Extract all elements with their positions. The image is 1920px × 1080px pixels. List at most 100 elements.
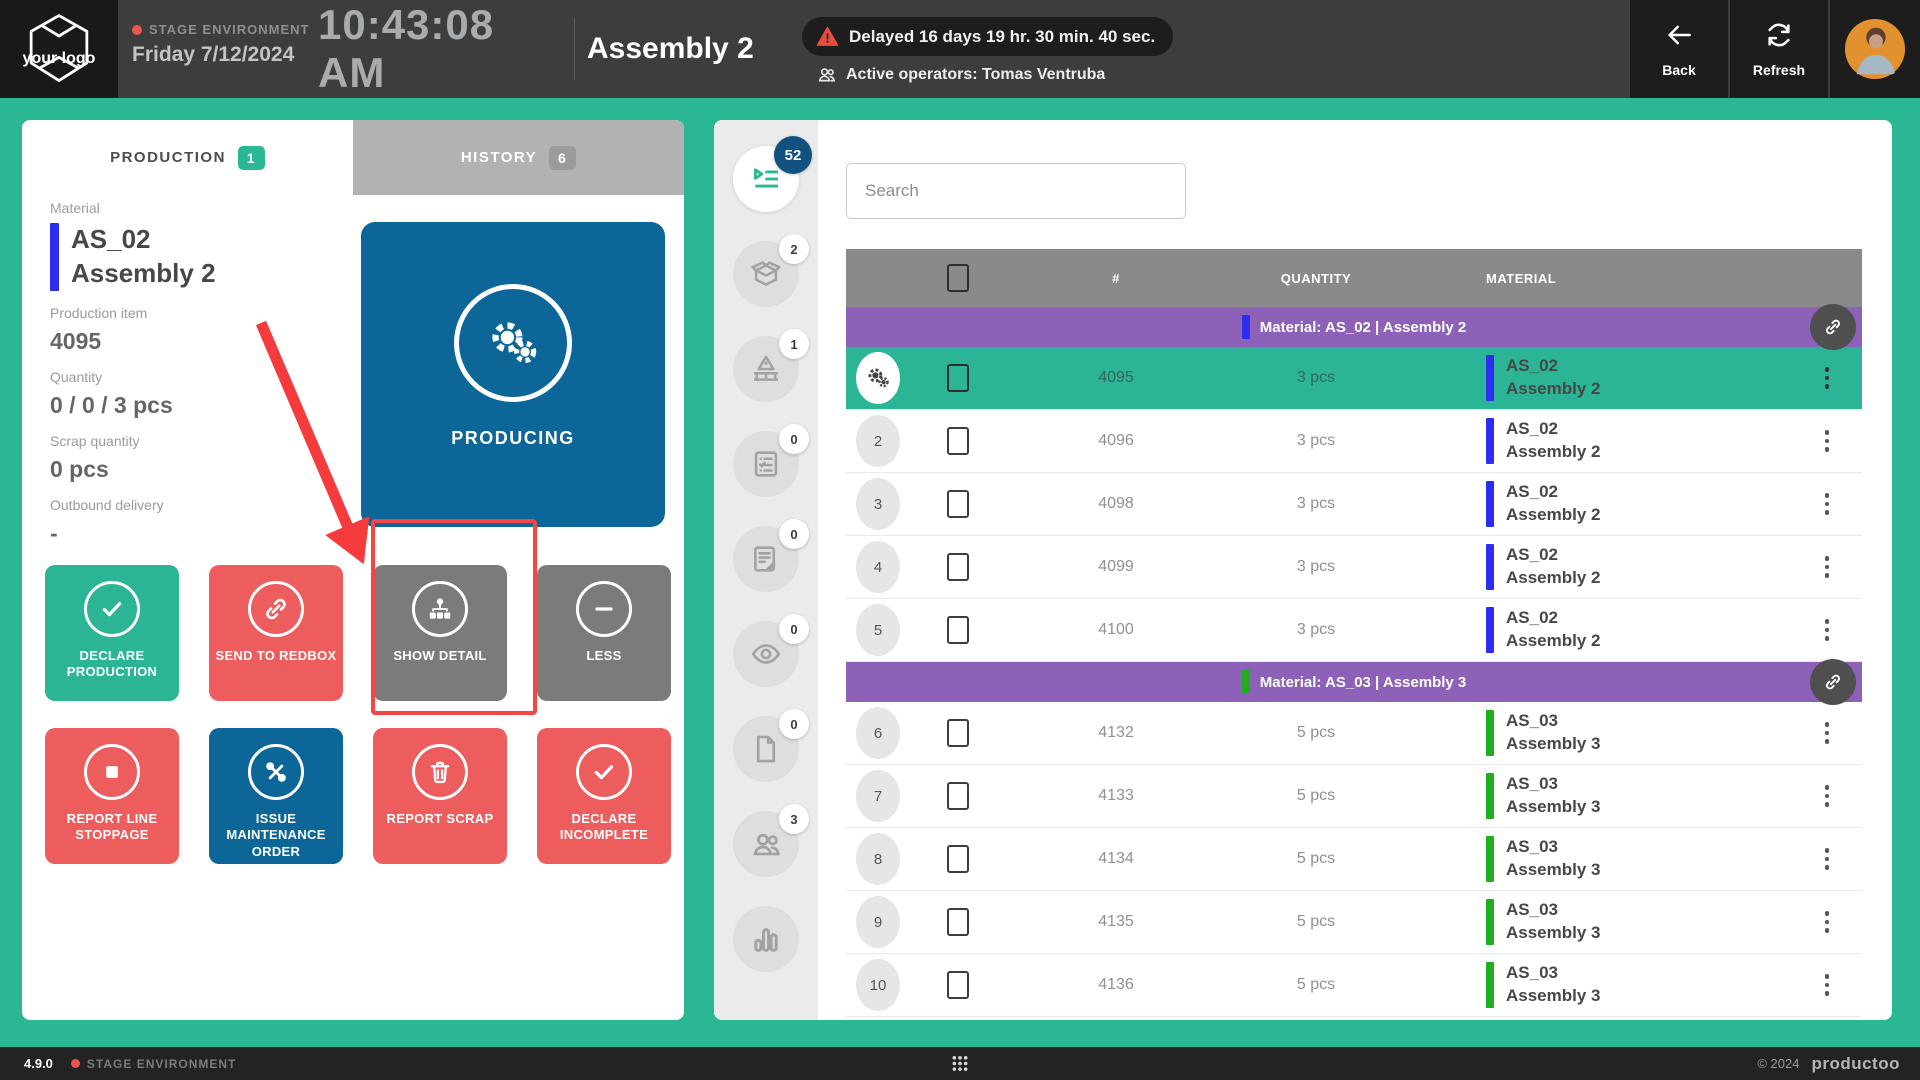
row-checkbox[interactable] [947, 490, 969, 518]
row-item-number: 4099 [1098, 558, 1134, 575]
hexagon-logo-icon [29, 14, 89, 82]
row-index-bubble: 9 [856, 896, 900, 948]
row-item-number: 4098 [1098, 495, 1134, 512]
row-menu-button[interactable] [1819, 361, 1836, 395]
tab-history[interactable]: HISTORY 6 [353, 120, 684, 195]
declare-incomplete-button[interactable]: DECLARE INCOMPLETE [537, 728, 671, 864]
issue-maintenance-order-button[interactable]: ISSUE MAINTENANCE ORDER [209, 728, 343, 864]
row-menu-button[interactable] [1819, 716, 1836, 750]
action-button-grid: DECLARE PRODUCTION SEND TO REDBOX SHOW D… [45, 519, 671, 864]
status-block: Delayed 16 days 19 hr. 30 min. 40 sec. A… [802, 13, 1174, 85]
row-material-code: AS_03 [1506, 837, 1558, 857]
tab-production[interactable]: PRODUCTION 1 [22, 120, 353, 195]
row-menu-button[interactable] [1819, 613, 1836, 647]
producing-status-tile[interactable]: PRODUCING [361, 222, 665, 527]
row-menu-button[interactable] [1819, 424, 1836, 458]
row-material-code: AS_03 [1506, 711, 1558, 731]
row-checkbox[interactable] [947, 427, 969, 455]
refresh-button[interactable]: Refresh [1730, 0, 1828, 98]
row-quantity: 5 pcs [1296, 913, 1336, 930]
row-item-number: 4135 [1098, 913, 1134, 930]
table-header-row: # QUANTITY MATERIAL [846, 249, 1862, 307]
row-quantity: 5 pcs [1296, 787, 1336, 804]
back-arrow-icon [1664, 20, 1694, 50]
production-item-value: 4095 [50, 327, 102, 354]
rail-item-inspection[interactable]: 0 [733, 614, 809, 687]
table-row[interactable]: 5 4100 3 pcs AS_02 Assembly 2 [846, 599, 1862, 662]
rail-item-production-queue[interactable]: 52 [733, 136, 812, 212]
row-checkbox[interactable] [947, 719, 969, 747]
rail-item-documents[interactable]: 0 [733, 709, 809, 782]
less-button[interactable]: LESS [537, 565, 671, 701]
check-icon [98, 595, 126, 623]
row-checkbox[interactable] [947, 971, 969, 999]
user-avatar[interactable] [1830, 0, 1920, 98]
rail-item-work-instructions[interactable]: 0 [733, 519, 809, 592]
rail-item-checklists[interactable]: 0 [733, 424, 809, 497]
row-material-code: AS_02 [1506, 356, 1558, 376]
material-code: AS_02 [71, 224, 151, 254]
material-group-row: Material: AS_03 | Assembly 3 [846, 659, 1862, 705]
table-row[interactable]: 7 4133 5 pcs AS_03 Assembly 3 [846, 765, 1862, 828]
link-icon[interactable] [1810, 659, 1856, 705]
table-row[interactable]: 10 4136 5 pcs AS_03 Assembly 3 [846, 954, 1862, 1017]
queue-icon [749, 162, 783, 196]
row-menu-button[interactable] [1819, 487, 1836, 521]
table-row[interactable]: 4 4099 3 pcs AS_02 Assembly 2 [846, 536, 1862, 599]
row-checkbox[interactable] [947, 553, 969, 581]
table-row[interactable]: 6 4132 5 pcs AS_03 Assembly 3 [846, 702, 1862, 765]
production-panel: PRODUCTION 1 HISTORY 6 Material AS_02 As… [22, 120, 684, 1020]
row-material-code: AS_02 [1506, 608, 1558, 628]
row-menu-button[interactable] [1819, 550, 1836, 584]
row-material-name: Assembly 2 [1506, 568, 1601, 587]
row-item-number: 4132 [1098, 724, 1134, 741]
environment-block: STAGE ENVIRONMENT Friday 7/12/2024 [118, 0, 318, 98]
row-checkbox[interactable] [947, 364, 969, 392]
group-color-bar [1241, 670, 1250, 694]
rail-item-operators[interactable]: 3 [733, 804, 809, 877]
row-menu-button[interactable] [1819, 905, 1836, 939]
material-group-row: Material: AS_02 | Assembly 2 [846, 304, 1862, 350]
quantity-label: Quantity [50, 368, 103, 385]
apps-grid-icon[interactable] [952, 1055, 969, 1072]
report-scrap-button[interactable]: REPORT SCRAP [373, 728, 507, 864]
rail-badge: 0 [779, 614, 809, 644]
row-checkbox[interactable] [947, 616, 969, 644]
group-label: Material: AS_03 | Assembly 3 [1259, 673, 1467, 691]
table-row[interactable]: 3 4098 3 pcs AS_02 Assembly 2 [846, 473, 1862, 536]
link-icon[interactable] [1810, 304, 1856, 350]
environment-status-dot [132, 24, 142, 35]
table-row[interactable]: 8 4134 5 pcs AS_03 Assembly 3 [846, 828, 1862, 891]
row-menu-button[interactable] [1819, 968, 1836, 1002]
row-material-name: Assembly 3 [1506, 923, 1601, 942]
rail-item-line-issues[interactable]: 1 [733, 329, 809, 402]
row-menu-button[interactable] [1819, 842, 1836, 876]
tab-history-badge: 6 [549, 145, 577, 170]
row-material-bar [1486, 418, 1494, 464]
send-to-redbox-button[interactable]: SEND TO REDBOX [209, 565, 343, 701]
rail-badge: 0 [779, 709, 809, 739]
table-row[interactable]: 2 4096 3 pcs AS_02 Assembly 2 [846, 410, 1862, 473]
show-detail-button[interactable]: SHOW DETAIL [371, 519, 537, 715]
footer-status-dot [70, 1059, 80, 1068]
table-row[interactable]: 4095 3 pcs AS_02 Assembly 2 [846, 347, 1862, 410]
row-index-bubble: 10 [856, 959, 900, 1011]
rail-item-statistics[interactable] [733, 906, 799, 972]
rail-item-packaging[interactable]: 2 [733, 234, 809, 307]
row-menu-button[interactable] [1819, 779, 1836, 813]
declare-production-button[interactable]: DECLARE PRODUCTION [45, 565, 179, 701]
back-button[interactable]: Back [1630, 0, 1728, 98]
search-input[interactable] [846, 163, 1186, 219]
row-material-name: Assembly 3 [1506, 986, 1601, 1005]
row-checkbox[interactable] [947, 908, 969, 936]
table-row[interactable]: 9 4135 5 pcs AS_03 Assembly 3 [846, 891, 1862, 954]
row-material-code: AS_02 [1506, 419, 1558, 439]
group-color-bar [1241, 315, 1250, 339]
report-line-stoppage-button[interactable]: REPORT LINE STOPPAGE [45, 728, 179, 864]
select-all-checkbox[interactable] [947, 264, 969, 292]
tab-history-label: HISTORY [460, 149, 538, 166]
row-item-number: 4100 [1098, 621, 1134, 638]
row-checkbox[interactable] [947, 845, 969, 873]
warning-icon [816, 25, 839, 48]
row-checkbox[interactable] [947, 782, 969, 810]
